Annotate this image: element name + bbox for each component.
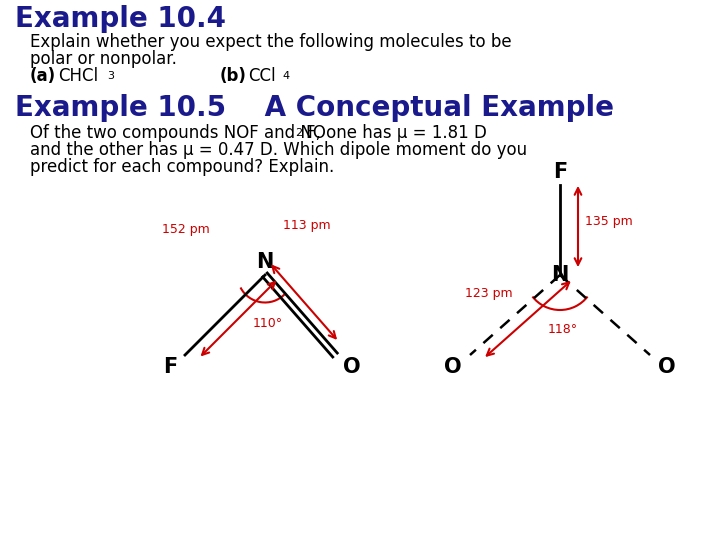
Text: F: F — [553, 162, 567, 182]
Text: 123 pm: 123 pm — [465, 287, 513, 300]
Text: (b): (b) — [220, 67, 247, 85]
Text: CCl: CCl — [248, 67, 276, 85]
Text: N: N — [256, 252, 274, 272]
Text: N: N — [552, 265, 569, 285]
Text: Example 10.5    A Conceptual Example: Example 10.5 A Conceptual Example — [15, 94, 614, 122]
Text: 135 pm: 135 pm — [585, 215, 633, 228]
Text: and the other has μ = 0.47 D. Which dipole moment do you: and the other has μ = 0.47 D. Which dipo… — [30, 141, 527, 159]
Text: 152 pm: 152 pm — [162, 224, 210, 237]
Text: Explain whether you expect the following molecules to be: Explain whether you expect the following… — [30, 33, 512, 51]
Text: F: F — [163, 357, 177, 377]
Text: O: O — [444, 357, 462, 377]
Text: Example 10.4: Example 10.4 — [15, 5, 226, 33]
Text: 2: 2 — [295, 128, 302, 138]
Text: O: O — [343, 357, 361, 377]
Text: polar or nonpolar.: polar or nonpolar. — [30, 50, 177, 68]
Text: 3: 3 — [107, 71, 114, 81]
Text: 4: 4 — [282, 71, 289, 81]
Text: 118°: 118° — [548, 323, 578, 336]
Text: 113 pm: 113 pm — [283, 219, 330, 232]
Text: predict for each compound? Explain.: predict for each compound? Explain. — [30, 158, 334, 176]
Text: Of the two compounds NOF and NO: Of the two compounds NOF and NO — [30, 124, 326, 142]
Text: (a): (a) — [30, 67, 56, 85]
Text: O: O — [658, 357, 675, 377]
Text: CHCl: CHCl — [58, 67, 98, 85]
Text: F, one has μ = 1.81 D: F, one has μ = 1.81 D — [306, 124, 487, 142]
Text: 110°: 110° — [253, 317, 283, 330]
